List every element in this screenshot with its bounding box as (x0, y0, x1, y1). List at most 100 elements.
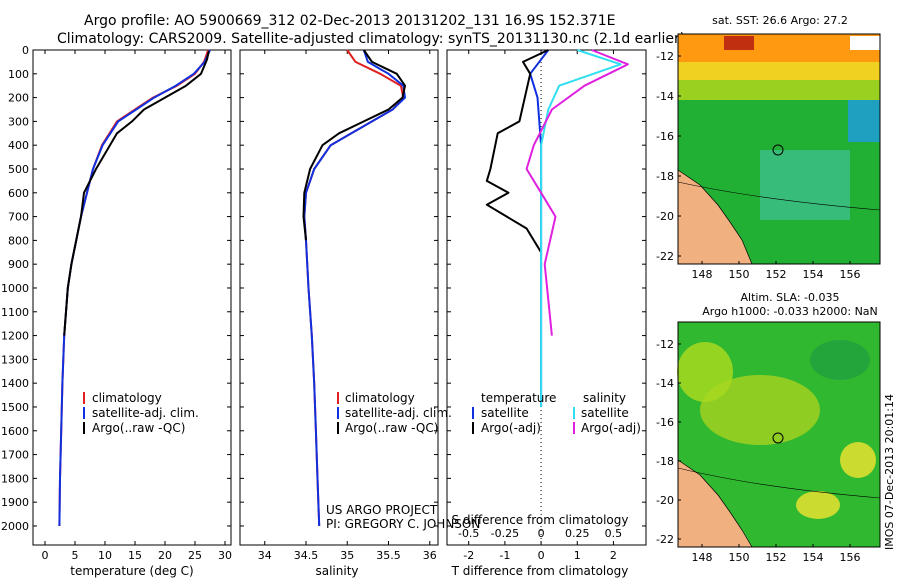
sla-map-title-2: Argo h1000: -0.033 h2000: NaN (702, 305, 878, 318)
x-tick-label: 34 (258, 549, 272, 562)
map-x-tick-label: 150 (729, 268, 750, 281)
map-y-tick-label: -20 (656, 210, 674, 223)
series-layer (58, 49, 629, 527)
x-tick-label: 36 (423, 549, 437, 562)
x-tick-label: 0 (42, 549, 49, 562)
sst-map (677, 33, 881, 265)
legend-satellite: satellite-adj. clim. (92, 406, 199, 420)
difference-x-axis: -2 -1 0 1 2 -0.5 -0.25 0 0.25 0.5 (458, 50, 622, 562)
map-x-tick-label: 156 (840, 551, 861, 564)
series-satellite-adj-clim- (58, 49, 211, 527)
imos-credit: IMOS 07-Dec-2013 20:01:14 (883, 394, 896, 550)
depth-tick-label: 1500 (1, 401, 29, 414)
x-tick-label: 2 (610, 549, 617, 562)
depth-tick-label: 600 (8, 187, 29, 200)
legend-sal-argo: Argo(-adj) (581, 421, 641, 435)
map-x-tick-label: 152 (766, 268, 787, 281)
sst-warm-band (678, 34, 880, 62)
x-tick-label: 20 (158, 549, 172, 562)
series-climatology (58, 49, 210, 527)
series-argo (302, 49, 406, 241)
sla-dark-blob (810, 340, 870, 380)
legend-argo: Argo(..raw -QC) (92, 421, 185, 435)
x-tick-label: 1 (574, 549, 581, 562)
sst-missing-patch (850, 36, 880, 50)
x-tick-label: 10 (98, 549, 112, 562)
map-x-tick-label: 154 (803, 551, 824, 564)
x-tick-label: 25 (188, 549, 202, 562)
temperature-x-axis: 0 5 10 15 20 25 30 (42, 50, 232, 562)
x-tick-label: 35 (340, 549, 354, 562)
depth-tick-label: 200 (8, 92, 29, 105)
sla-map-frame (677, 321, 881, 548)
project-label: US ARGO PROJECT (326, 503, 438, 517)
depth-tick-label: 900 (8, 258, 29, 271)
salinity-xlabel: salinity (315, 564, 358, 578)
map-y-tick-label: -14 (656, 377, 674, 390)
map-y-tick-label: -20 (656, 494, 674, 507)
legend-temperature-title: temperature (481, 391, 556, 405)
map-y-tick-label: -18 (656, 170, 674, 183)
map-y-tick-label: -16 (656, 416, 674, 429)
legend-sal-satellite: satellite (581, 406, 629, 420)
depth-tick-label: 1900 (1, 496, 29, 509)
map-y-tick-label: -22 (656, 250, 674, 263)
sla-yellow-blob (796, 491, 840, 519)
sst-lime-band (678, 80, 880, 100)
depth-tick-label: 1100 (1, 306, 29, 319)
sst-map-frame (677, 33, 881, 265)
series-satellite-adj-clim- (303, 49, 406, 527)
series-argo (63, 50, 210, 336)
legend-climatology: climatology (92, 391, 162, 405)
salinity-panel-frame (239, 49, 439, 546)
series-temperature-argo-adj- (485, 49, 549, 253)
depth-tick-label: 1000 (1, 282, 29, 295)
depth-tick-label: 1300 (1, 353, 29, 366)
legend-temp-argo: Argo(-adj) (481, 421, 541, 435)
sla-yellow-blob (700, 375, 820, 445)
depth-tick-label: 800 (8, 234, 29, 247)
sla-map-title-1: Altim. SLA: -0.035 (740, 291, 839, 304)
depth-tick-label: 400 (8, 139, 29, 152)
sst-cool-patch (848, 100, 880, 142)
sla-yellow-blob (840, 442, 876, 478)
pi-label: PI: GREGORY C. JOHNSON (326, 517, 480, 531)
depth-tick-label: 0 (22, 44, 29, 57)
salinity-x-axis: 34 34.5 35 35.5 36 (258, 50, 437, 562)
map-y-tick-label: -12 (656, 338, 674, 351)
map-y-tick-label: -12 (656, 50, 674, 63)
x-tick-label: 30 (218, 549, 232, 562)
map-x-tick-label: 156 (840, 268, 861, 281)
difference-top-label: S difference from climatology (452, 513, 629, 527)
sst-hot-spot (724, 36, 754, 50)
temperature-legend: climatology satellite-adj. clim. Argo(..… (83, 391, 199, 435)
legend-argo: Argo(..raw -QC) (345, 421, 438, 435)
depth-tick-label: 100 (8, 68, 29, 81)
x-tick-label: -1 (499, 549, 510, 562)
map-x-tick-label: 148 (692, 268, 713, 281)
temperature-xlabel: temperature (deg C) (70, 564, 193, 578)
difference-legend: temperature salinity satellite satellite… (472, 391, 641, 435)
depth-axis: 0 100 200 300 400 500 600 700 800 900 1000 1100 1200… (1, 44, 646, 533)
header-line-1: Argo profile: AO 5900669_312 02-Dec-2013… (84, 13, 615, 29)
sst-contour (677, 181, 881, 211)
sst-map-axes: 148 150 152 154 156 -12 -14 -16 -18 -20 -22 (656, 50, 860, 281)
temperature-panel-frame (32, 49, 232, 546)
series-temperature-satellite (529, 49, 550, 407)
map-y-tick-label: -18 (656, 455, 674, 468)
map-x-tick-label: 154 (803, 268, 824, 281)
top-x-tick-label: 0 (538, 527, 545, 540)
series-salinity-satellite (540, 49, 622, 407)
sla-argo-position-marker (772, 432, 784, 444)
sst-map-title: sat. SST: 26.6 Argo: 27.2 (712, 14, 848, 27)
legend-satellite: satellite-adj. clim. (345, 406, 452, 420)
depth-tick-label: 500 (8, 163, 29, 176)
x-tick-label: 5 (72, 549, 79, 562)
x-tick-label: 34.5 (294, 549, 319, 562)
map-x-tick-label: 152 (766, 551, 787, 564)
depth-tick-label: 2000 (1, 520, 29, 533)
map-y-tick-label: -14 (656, 90, 674, 103)
difference-panel-frame (446, 49, 647, 546)
top-x-tick-label: 0.5 (605, 527, 623, 540)
depth-tick-label: 300 (8, 115, 29, 128)
